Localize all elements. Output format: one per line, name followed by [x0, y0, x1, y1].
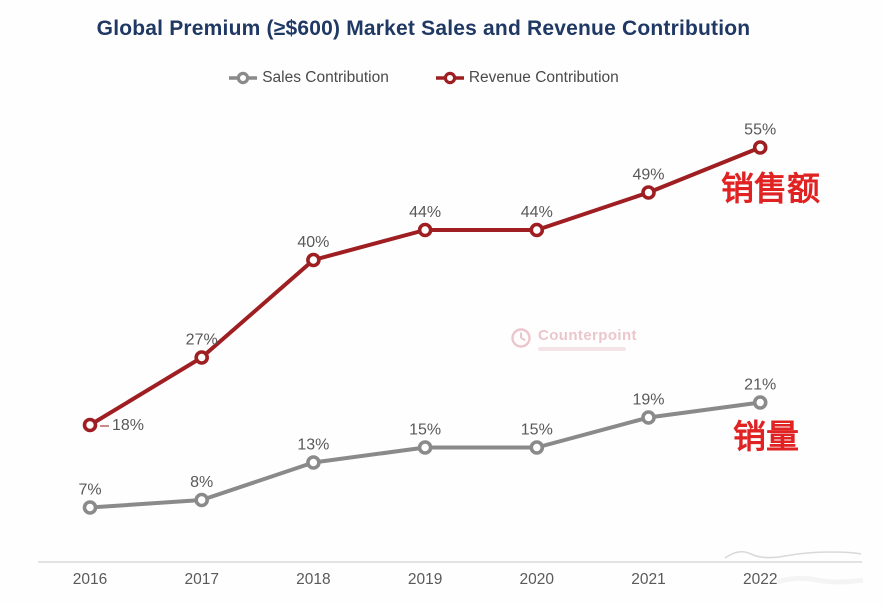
svg-text:15%: 15%	[409, 422, 441, 439]
counterpoint-watermark: Counterpoint	[510, 327, 637, 351]
chart-legend: Sales Contribution Revenue Contribution	[0, 69, 847, 87]
sales-line-marker-icon	[229, 71, 258, 85]
scan-smudge	[724, 550, 864, 585]
svg-text:2021: 2021	[631, 571, 665, 588]
svg-text:2020: 2020	[520, 571, 555, 588]
legend-item-revenue: Revenue Contribution	[435, 69, 619, 87]
legend-item-sales: Sales Contribution	[228, 69, 389, 87]
svg-text:55%: 55%	[744, 122, 776, 139]
annotation-revenue-cn: 销售额	[721, 170, 820, 207]
svg-text:15%: 15%	[521, 422, 553, 439]
watermark-tagline	[538, 347, 626, 351]
svg-text:2018: 2018	[296, 571, 330, 588]
svg-text:2022: 2022	[743, 571, 777, 588]
svg-text:7%: 7%	[78, 482, 101, 499]
annotation-sales-cn: 销量	[733, 418, 799, 455]
legend-label-revenue: Revenue Contribution	[468, 69, 619, 86]
watermark-text: Counterpoint	[538, 327, 637, 344]
svg-text:13%: 13%	[297, 437, 329, 454]
svg-text:2019: 2019	[408, 571, 442, 588]
chart-title: Global Premium (≥$600) Market Sales and …	[96, 17, 751, 40]
svg-text:2017: 2017	[184, 571, 218, 588]
svg-text:44%: 44%	[521, 204, 553, 221]
svg-text:44%: 44%	[409, 204, 441, 221]
legend-label-sales: Sales Contribution	[262, 69, 389, 86]
svg-text:27%: 27%	[186, 332, 218, 349]
svg-text:2016: 2016	[73, 571, 107, 588]
revenue-line-marker-icon	[435, 71, 464, 85]
svg-text:18%: 18%	[112, 417, 144, 434]
svg-text:40%: 40%	[297, 234, 329, 251]
counterpoint-logo-icon	[511, 328, 531, 348]
svg-text:49%: 49%	[632, 167, 664, 184]
svg-text:8%: 8%	[190, 474, 213, 491]
svg-text:21%: 21%	[744, 377, 776, 394]
svg-text:19%: 19%	[632, 392, 664, 409]
